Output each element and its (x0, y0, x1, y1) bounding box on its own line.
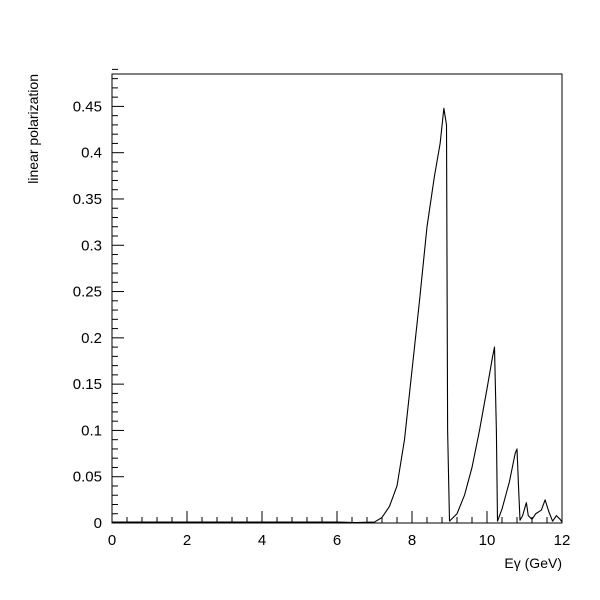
y-tick-label: 0.45 (73, 98, 102, 115)
tick-labels: 0 2 4 6 8 10 12 0 0.05 0.1 0.15 0.2 0.25 0.3 0.35 0.4 0.… (73, 98, 571, 549)
x-tick-label: 8 (408, 532, 416, 549)
x-tick-label: 4 (258, 532, 266, 549)
y-tick-label: 0.25 (73, 284, 102, 301)
y-axis-label: linear polarization (25, 74, 41, 184)
y-tick-label: 0.05 (73, 469, 102, 486)
y-tick-label: 0.15 (73, 376, 102, 393)
y-tick-label: 0.3 (81, 237, 102, 254)
series-line (112, 107, 563, 524)
x-tick-label: 0 (108, 532, 116, 549)
plot-frame (111, 73, 563, 524)
x-tick-label: 6 (333, 532, 341, 549)
y-tick-label: 0.35 (73, 191, 102, 208)
x-tick-label: 12 (554, 532, 571, 549)
y-tick-label: 0.2 (81, 330, 102, 347)
y-tick-label: 0 (94, 515, 102, 532)
y-tick-label: 0.1 (81, 422, 102, 439)
y-tick-label: 0.4 (81, 145, 102, 162)
x-tick-label: 10 (479, 532, 496, 549)
x-tick-label: 2 (183, 532, 191, 549)
axis-ticks (111, 68, 563, 524)
x-axis-label: Eγ (GeV) (504, 555, 562, 571)
series-layer (112, 107, 563, 524)
